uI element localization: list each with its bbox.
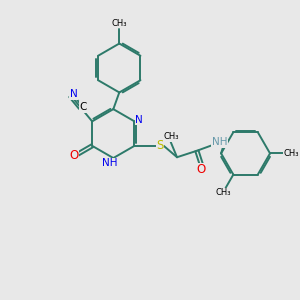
Text: CH₃: CH₃ xyxy=(112,19,127,28)
Text: NH: NH xyxy=(212,137,227,147)
Text: S: S xyxy=(156,139,164,152)
Text: NH: NH xyxy=(102,158,118,168)
Text: N: N xyxy=(135,115,143,125)
Text: O: O xyxy=(69,149,78,163)
Text: CH₃: CH₃ xyxy=(164,132,179,141)
Text: O: O xyxy=(197,163,206,176)
Text: N: N xyxy=(70,89,78,99)
Text: C: C xyxy=(79,102,86,112)
Text: CH₃: CH₃ xyxy=(215,188,231,197)
Text: CH₃: CH₃ xyxy=(284,149,299,158)
